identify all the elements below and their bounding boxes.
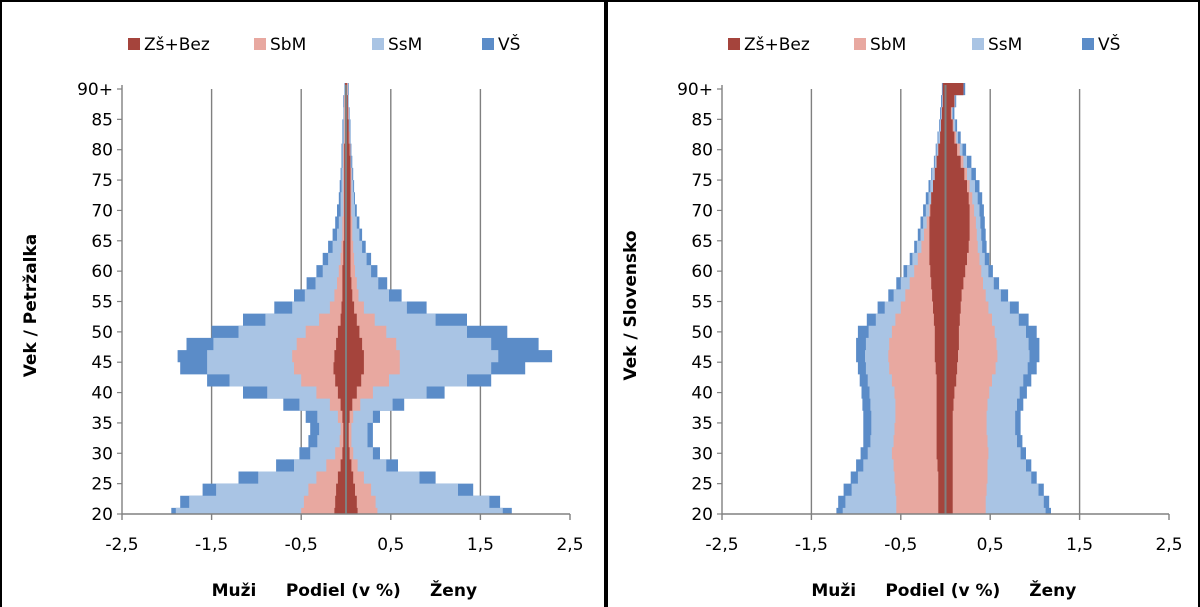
y-tick-label: 25 — [91, 475, 113, 495]
y-tick-label: 65 — [91, 232, 113, 252]
legend-label: SsM — [988, 35, 1022, 55]
x-tick-label: 2,5 — [1155, 535, 1182, 555]
legend-label: SsM — [388, 35, 422, 55]
y-tick-label: 35 — [691, 414, 713, 434]
legend-item-vs: VŠ — [482, 33, 520, 55]
x-tick-label: -2,5 — [105, 535, 138, 555]
x-axis-title-men: Muži — [212, 581, 257, 601]
y-tick-label: 35 — [91, 414, 113, 434]
y-tick-label: 80 — [91, 141, 113, 161]
y-tick-label: 55 — [91, 293, 113, 313]
y-tick-label: 30 — [691, 444, 713, 464]
y-tick-label: 65 — [691, 232, 713, 252]
y-axis-title: Vek / Petržalka — [21, 234, 41, 378]
legend-item-vs: VŠ — [1082, 33, 1120, 55]
y-tick-label: 45 — [91, 353, 113, 373]
area-series-zs_bez — [929, 83, 970, 514]
x-axis-title: Podiel (v %) — [885, 581, 1000, 601]
legend-swatch — [372, 38, 384, 50]
y-tick-label: 90+ — [677, 80, 713, 100]
y-tick-label: 55 — [691, 293, 713, 313]
x-tick-label: 0,5 — [977, 535, 1004, 555]
legend-label: SbM — [270, 35, 306, 55]
y-tick-label: 85 — [691, 110, 713, 130]
x-tick-label: 1,5 — [467, 535, 494, 555]
legend-item-ssm: SsM — [372, 35, 422, 55]
legend-swatch — [854, 38, 866, 50]
legend-item-ssm: SsM — [972, 35, 1022, 55]
x-tick-label: -1,5 — [795, 535, 828, 555]
y-tick-label: 30 — [91, 444, 113, 464]
y-tick-label: 60 — [691, 262, 713, 282]
chart-panel-2: -2,5 -1,5 -0,5 0,5 1,5 2,5 20 25 30 35 40 45 50 55 60 6… — [621, 33, 1183, 601]
y-tick-label: 70 — [91, 201, 113, 221]
x-tick-label: -2,5 — [705, 535, 738, 555]
legend-label: VŠ — [1098, 33, 1120, 55]
legend-swatch — [728, 38, 740, 50]
x-tick-label: 0,5 — [377, 535, 404, 555]
legend-swatch — [1082, 38, 1094, 50]
chart-panel-1: -2,5 -1,5 -0,5 0,5 1,5 2,5 20 25 30 35 40 45 50 55 60 6… — [21, 33, 584, 601]
legend-swatch — [254, 38, 266, 50]
legend-label: VŠ — [498, 33, 520, 55]
y-tick-label: 20 — [691, 505, 713, 525]
x-axis-title-women: Ženy — [430, 579, 477, 601]
y-tick-label: 50 — [691, 323, 713, 343]
y-tick-label: 85 — [91, 110, 113, 130]
legend-swatch — [128, 38, 140, 50]
y-tick-label: 20 — [91, 505, 113, 525]
x-tick-label: -0,5 — [884, 535, 917, 555]
legend-item-sbm: SbM — [254, 35, 306, 55]
y-tick-label: 75 — [91, 171, 113, 191]
y-tick-label: 40 — [91, 384, 113, 404]
x-tick-label: -0,5 — [285, 535, 318, 555]
y-tick-label: 50 — [91, 323, 113, 343]
x-axis-title-women: Ženy — [1029, 579, 1076, 601]
legend-item-zs_bez: Zš+Bez — [128, 35, 210, 55]
legend-swatch — [972, 38, 984, 50]
y-axis-title: Vek / Slovensko — [621, 230, 641, 380]
x-tick-label: 2,5 — [556, 535, 583, 555]
y-tick-label: 80 — [691, 141, 713, 161]
legend-label: Zš+Bez — [144, 35, 210, 55]
area-series-zs_bez — [333, 83, 364, 514]
y-tick-label: 25 — [691, 475, 713, 495]
y-tick-label: 75 — [691, 171, 713, 191]
legend-label: Zš+Bez — [744, 35, 810, 55]
x-tick-label: 1,5 — [1066, 535, 1093, 555]
legend-item-zs_bez: Zš+Bez — [728, 35, 810, 55]
x-axis-title-men: Muži — [811, 581, 856, 601]
legend-label: SbM — [870, 35, 906, 55]
y-tick-label: 60 — [91, 262, 113, 282]
y-tick-label: 45 — [691, 353, 713, 373]
legend-item-sbm: SbM — [854, 35, 906, 55]
x-tick-label: -1,5 — [195, 535, 228, 555]
y-tick-label: 90+ — [77, 80, 113, 100]
legend-swatch — [482, 38, 494, 50]
y-tick-label: 40 — [691, 384, 713, 404]
y-tick-label: 70 — [691, 201, 713, 221]
x-axis-title: Podiel (v %) — [286, 581, 401, 601]
